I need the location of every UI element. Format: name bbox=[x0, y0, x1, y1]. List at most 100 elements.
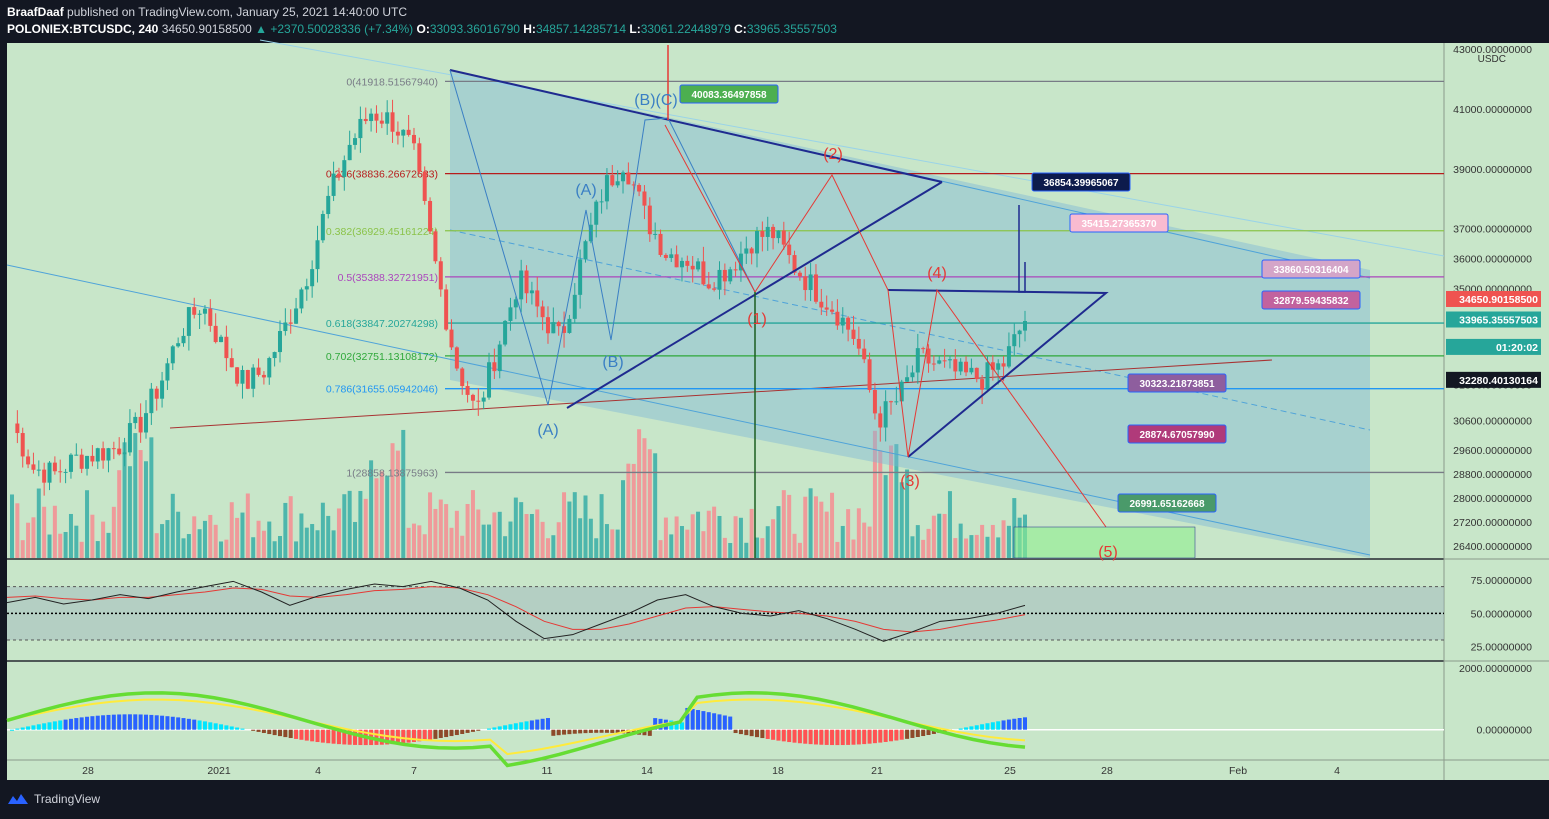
volume-bar bbox=[787, 494, 792, 558]
price-tick: 39000.00000000 bbox=[1453, 164, 1532, 176]
candle-body bbox=[846, 317, 851, 330]
volume-bar bbox=[379, 471, 384, 558]
publish-info: BraafDaaf published on TradingView.com, … bbox=[7, 5, 407, 19]
candle-body bbox=[631, 184, 636, 186]
volume-bar bbox=[905, 469, 910, 558]
volume-bar bbox=[926, 528, 931, 558]
candle-body bbox=[556, 322, 561, 327]
candle-body bbox=[771, 226, 776, 239]
volume-bar bbox=[465, 504, 470, 558]
macd-bar bbox=[545, 718, 550, 730]
macd-bar bbox=[610, 729, 615, 733]
macd-bar bbox=[15, 728, 20, 730]
rsi-tick: 25.00000000 bbox=[1471, 642, 1532, 654]
candle-body bbox=[111, 448, 116, 450]
time-tick: 4 bbox=[315, 765, 321, 777]
volume-bar bbox=[824, 511, 829, 558]
candle-body bbox=[444, 289, 449, 330]
volume-bar bbox=[862, 522, 867, 558]
volume-bar bbox=[883, 475, 888, 558]
candle-body bbox=[95, 448, 100, 462]
candle-body bbox=[985, 362, 990, 390]
author[interactable]: BraafDaaf bbox=[7, 5, 64, 19]
high-label: H: bbox=[523, 22, 536, 36]
volume-bar bbox=[690, 514, 695, 558]
time-tick: 11 bbox=[542, 765, 553, 777]
macd-bar bbox=[219, 724, 224, 730]
volume-bar bbox=[117, 470, 122, 558]
price-callout-label: 36854.39965067 bbox=[1043, 178, 1119, 189]
candle-body bbox=[36, 469, 41, 471]
volume-bar bbox=[572, 492, 577, 558]
candle-body bbox=[615, 181, 620, 186]
chart-canvas[interactable]: 0(41918.51567940) 0.236(38836.26672633) 0.… bbox=[0, 38, 1549, 784]
volume-bar bbox=[535, 509, 540, 558]
time-tick: 21 bbox=[871, 765, 883, 777]
price-tick: 27200.00000000 bbox=[1453, 517, 1532, 529]
time-tick: 25 bbox=[1004, 765, 1016, 777]
macd-signal-line bbox=[6, 698, 1026, 756]
candle-body bbox=[567, 318, 572, 333]
volume-bar bbox=[674, 516, 679, 558]
macd-bar bbox=[964, 727, 969, 730]
volume-bar bbox=[186, 534, 191, 558]
volume-bar bbox=[36, 488, 41, 558]
volume-bar bbox=[760, 538, 765, 558]
volume-bar bbox=[95, 541, 100, 558]
volume-bar bbox=[529, 514, 534, 558]
price-tick: 29600.00000000 bbox=[1453, 445, 1532, 457]
macd-bar bbox=[653, 718, 658, 730]
volume-bar bbox=[567, 501, 572, 558]
macd-bar bbox=[127, 714, 132, 730]
volume-bar bbox=[653, 453, 658, 558]
macd-bar bbox=[835, 729, 840, 746]
candle-body bbox=[358, 118, 363, 139]
volume-bar bbox=[165, 520, 170, 558]
macd-bar bbox=[422, 729, 427, 741]
candle-body bbox=[428, 200, 433, 232]
macd-bar bbox=[679, 722, 684, 730]
macd-bar bbox=[374, 729, 379, 745]
macd-bar bbox=[787, 729, 792, 743]
candle-body bbox=[958, 361, 963, 372]
volume-bar bbox=[621, 480, 626, 558]
volume-bar bbox=[299, 513, 304, 558]
candle-body bbox=[347, 144, 352, 161]
macd-bar bbox=[52, 721, 57, 730]
volume-bar bbox=[545, 538, 550, 558]
candle-body bbox=[808, 274, 813, 291]
candle-body bbox=[535, 290, 540, 307]
volume-bar bbox=[385, 475, 390, 558]
volume-bar bbox=[342, 494, 347, 558]
volume-bar bbox=[106, 532, 111, 558]
macd-bar bbox=[85, 716, 90, 730]
candle-body bbox=[551, 322, 556, 334]
macd-bar bbox=[958, 728, 963, 730]
volume-bar bbox=[74, 525, 79, 558]
volume-bar bbox=[588, 518, 593, 558]
volume-bar bbox=[374, 478, 379, 558]
last-price: 34650.90158500 bbox=[161, 22, 252, 36]
volume-bar bbox=[840, 525, 845, 558]
wave-label: (4) bbox=[927, 265, 947, 282]
volume-bar bbox=[277, 536, 282, 558]
volume-bar bbox=[722, 537, 727, 558]
candle-body bbox=[192, 307, 197, 315]
candle-body bbox=[438, 261, 443, 290]
macd-bar bbox=[122, 714, 127, 730]
macd-bar bbox=[143, 714, 148, 730]
footer-brand[interactable]: TradingView bbox=[7, 792, 100, 806]
candle-body bbox=[181, 335, 186, 344]
macd-bar bbox=[921, 729, 926, 737]
candle-body bbox=[85, 455, 90, 469]
symbol-name[interactable]: POLONIEX:BTCUSDC, 240 bbox=[7, 22, 159, 36]
macd-bar bbox=[460, 729, 465, 734]
price-tick: 41000.00000000 bbox=[1453, 104, 1532, 116]
candle-body bbox=[1023, 321, 1027, 331]
rsi-ma-line bbox=[6, 586, 1026, 633]
price-badge-label: 34650.90158500 bbox=[1459, 294, 1538, 306]
volume-bar bbox=[47, 534, 52, 558]
macd-bar bbox=[186, 718, 191, 730]
volume-bar bbox=[406, 527, 411, 558]
price-callout bbox=[1069, 213, 1169, 233]
